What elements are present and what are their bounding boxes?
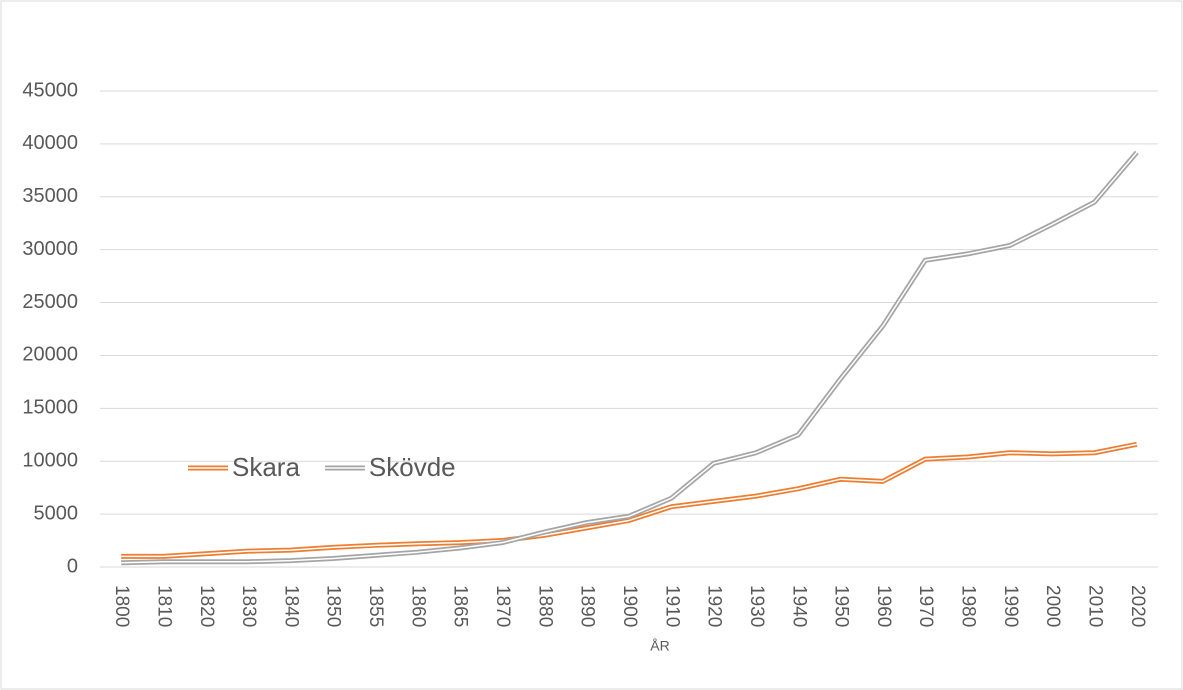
x-tick-label: 1820 [196,585,217,627]
y-tick-label: 45000 [22,79,78,101]
y-tick-label: 10000 [22,450,78,472]
x-tick-label: 1865 [450,585,471,627]
x-tick-label: 1950 [831,585,852,627]
x-tick-label: 1830 [238,585,259,627]
y-tick-label: 20000 [22,344,78,366]
x-tick-label: 2010 [1085,585,1106,627]
series-line-inner [121,443,1137,558]
x-tick-label: 1910 [661,585,682,627]
x-tick-label: 1930 [746,585,767,627]
x-tick-label: 2000 [1042,585,1063,627]
y-tick-label: 40000 [22,132,78,154]
y-tick-label: 5000 [34,502,79,524]
x-tick-label: 1870 [492,585,513,627]
y-tick-label: 30000 [22,238,78,260]
legend-label: Skara [232,452,300,482]
x-axis-label: ÅR [650,638,669,654]
x-tick-label: 1960 [873,585,894,627]
y-tick-label: 35000 [22,185,78,207]
x-tick-label: 1840 [280,585,301,627]
x-tick-label: 2020 [1127,585,1148,627]
x-tick-label: 1900 [619,585,640,627]
y-tick-label: 15000 [22,397,78,419]
x-tick-label: 1970 [915,585,936,627]
y-tick-label: 25000 [22,291,78,313]
y-tick-label: 0 [67,555,78,577]
legend-label: Skövde [369,452,456,482]
x-tick-label: 1990 [1000,585,1021,627]
series-line-inner [121,151,1138,564]
x-tick-label: 1880 [534,585,555,627]
x-tick-label: 1920 [704,585,725,627]
x-tick-label: 1810 [153,585,174,627]
x-tick-label: 1800 [111,585,132,627]
x-tick-label: 1860 [407,585,428,627]
x-tick-label: 1850 [323,585,344,627]
x-tick-label: 1890 [577,585,598,627]
x-tick-label: 1980 [958,585,979,627]
x-tick-label: 1940 [788,585,809,627]
x-tick-label: 1855 [365,585,386,627]
